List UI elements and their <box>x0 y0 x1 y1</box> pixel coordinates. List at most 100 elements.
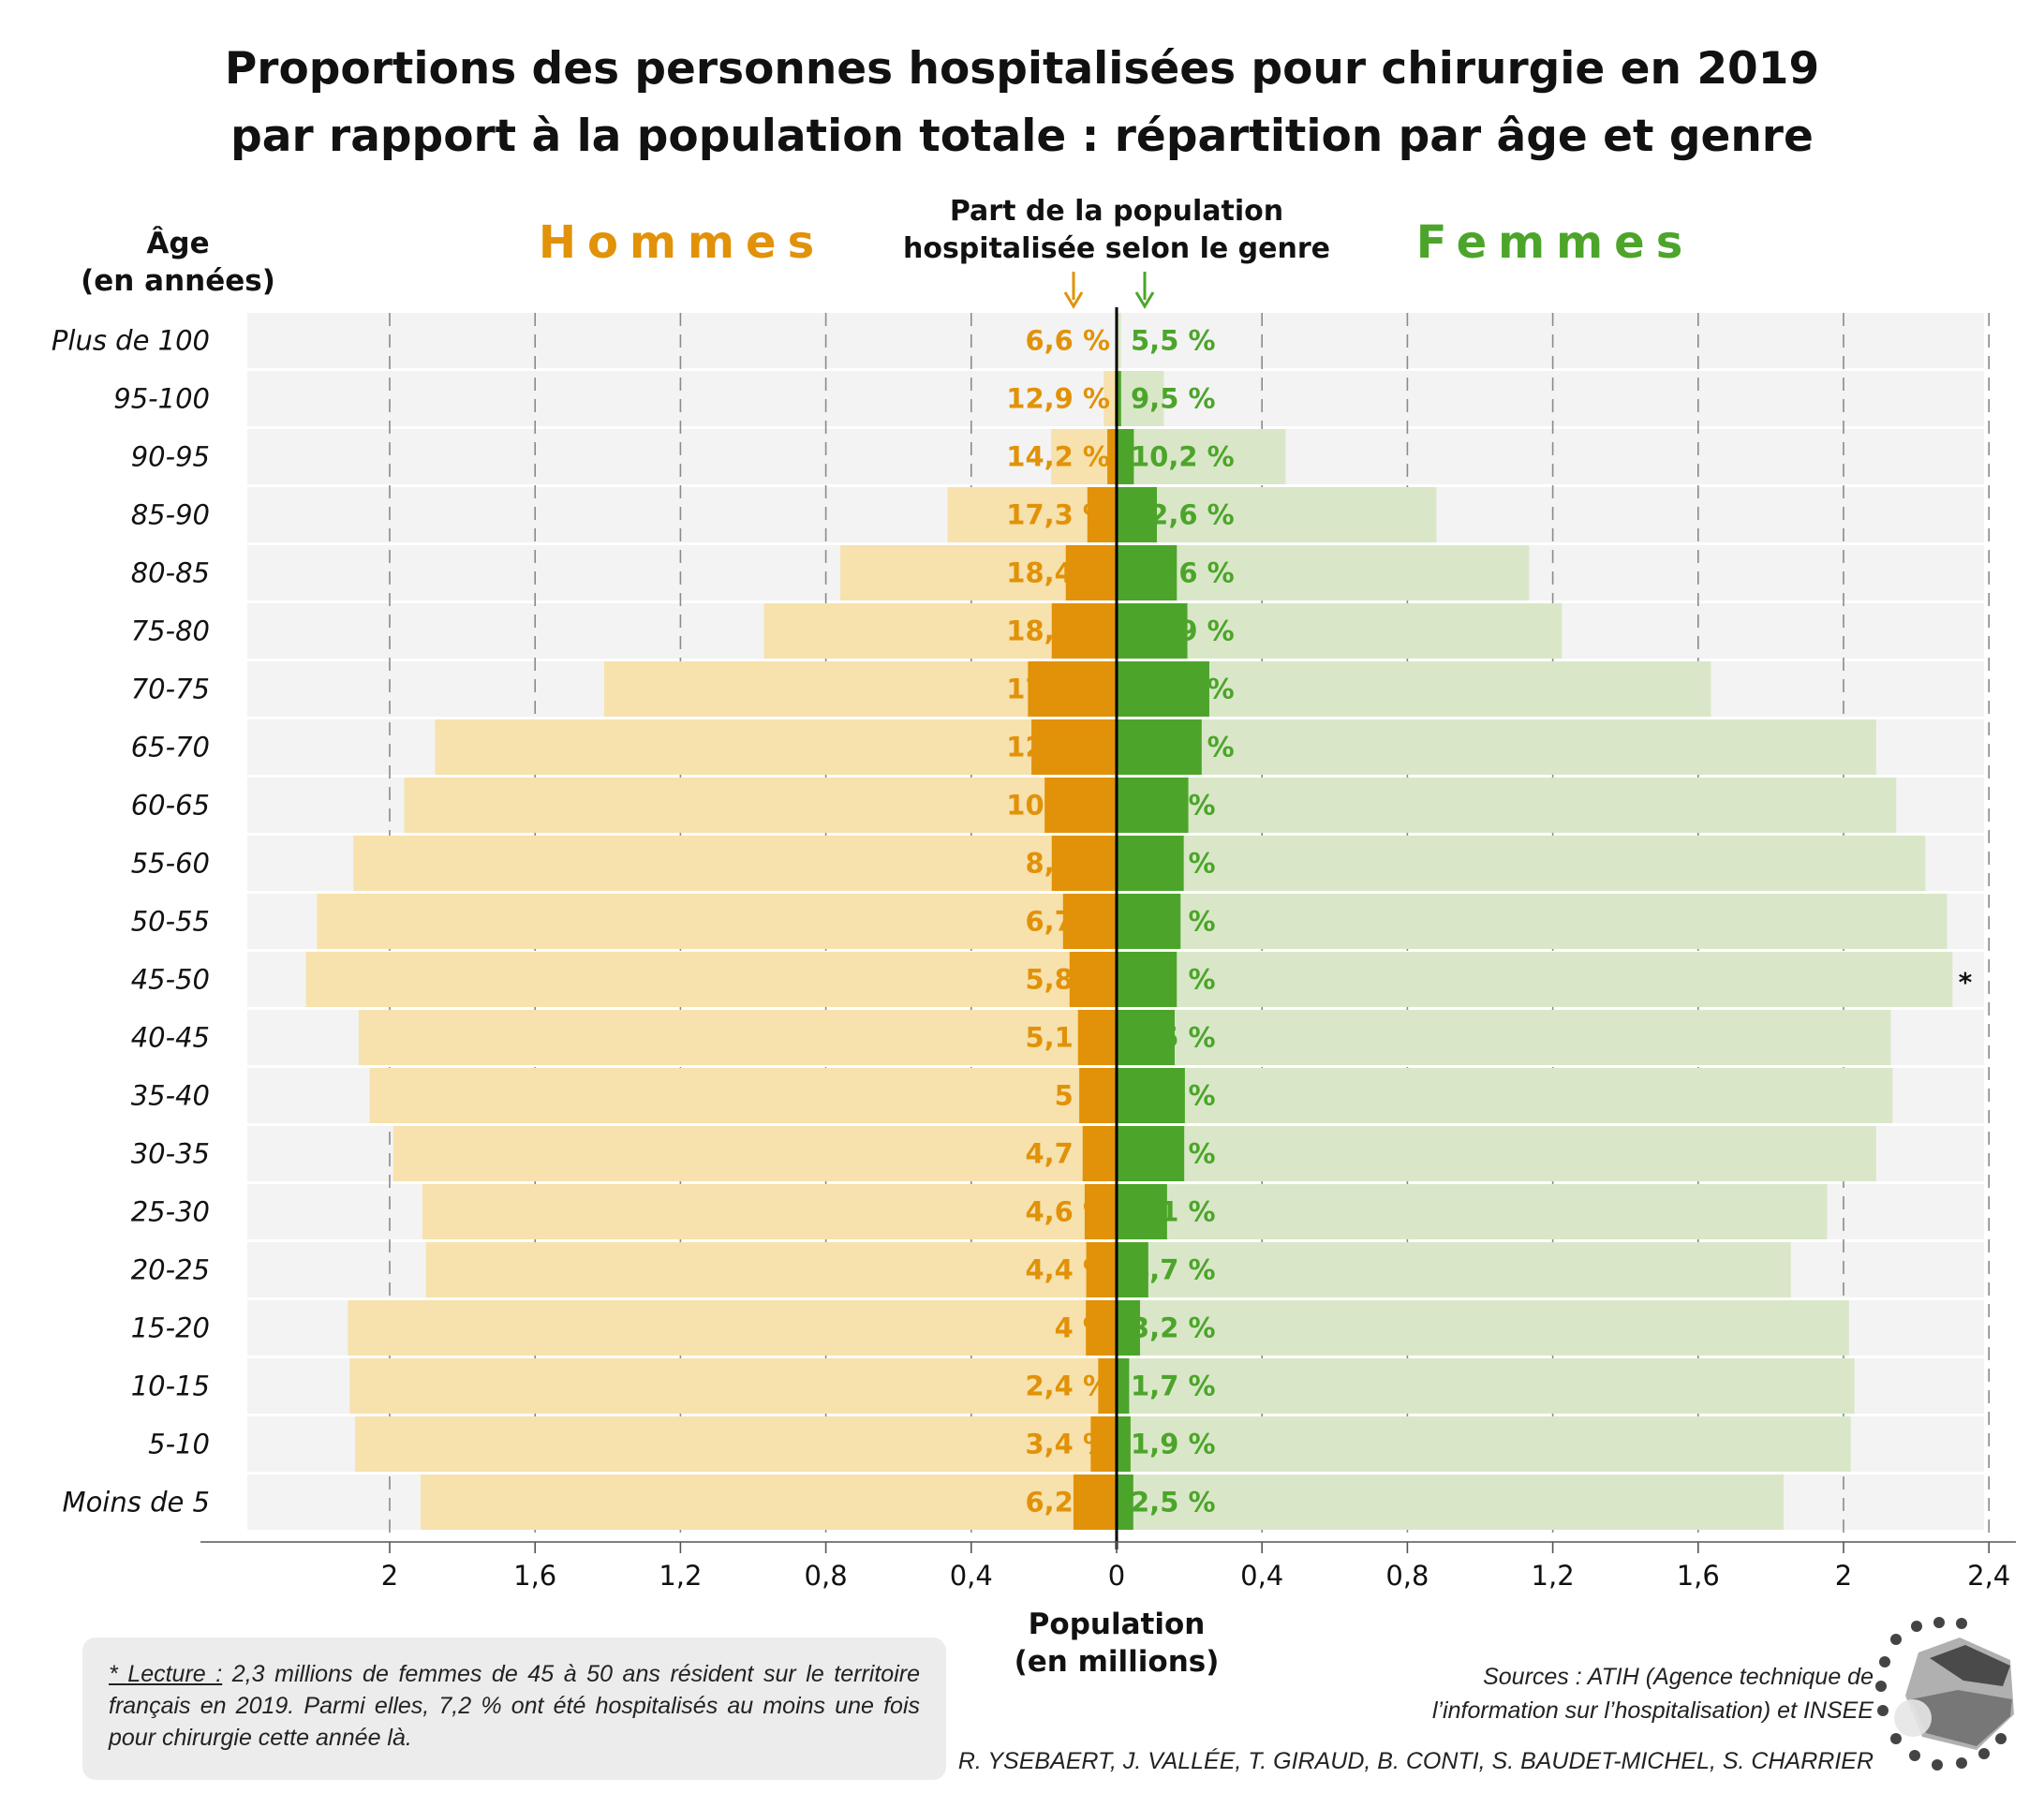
women-population-bar <box>1117 1300 1849 1356</box>
x-tick-label: 0,4 <box>950 1560 993 1592</box>
age-category-label: 70-75 <box>131 674 210 705</box>
women-share-label: 8,8 % <box>1131 1080 1216 1112</box>
age-category-label: 95-100 <box>113 383 210 415</box>
age-category-label: 85-90 <box>131 499 210 531</box>
women-hospitalized-bar <box>1117 952 1178 1007</box>
men-share-label: 12,9 % <box>1006 383 1110 415</box>
men-population-bar <box>353 836 1117 891</box>
men-hospitalized-bar <box>1086 1242 1117 1297</box>
men-hospitalized-bar <box>1062 894 1117 949</box>
age-category-label: 5-10 <box>148 1429 210 1460</box>
men-population-bar <box>393 1126 1117 1181</box>
share-header-1: Part de la population <box>950 195 1283 228</box>
x-tick-label: 0,4 <box>1240 1560 1283 1592</box>
women-population-bar <box>1117 545 1530 600</box>
women-share-label: 2,5 % <box>1131 1487 1216 1519</box>
men-hospitalized-bar <box>1084 1184 1117 1239</box>
men-population-bar <box>1103 371 1117 426</box>
men-hospitalized-bar <box>1079 1068 1117 1123</box>
men-population-bar <box>348 1300 1117 1356</box>
men-share-label: 4,7 % <box>1025 1138 1110 1170</box>
age-category-label: 15-20 <box>131 1312 210 1344</box>
title-line-2: par rapport à la population totale : rép… <box>230 111 1814 162</box>
age-category-label: 90-95 <box>131 441 210 473</box>
title-line-1: Proportions des personnes hospitalisées … <box>224 43 1820 95</box>
x-tick-label: 0 <box>1108 1560 1125 1592</box>
women-share-label: 15,6 % <box>1131 674 1235 705</box>
women-share-label: 9,5 % <box>1131 383 1216 415</box>
age-category-label: 40-45 <box>131 1022 210 1054</box>
bars <box>305 313 1953 1530</box>
x-tick-label: 0,8 <box>1385 1560 1429 1592</box>
men-hospitalized-bar <box>1031 719 1117 775</box>
women-population-bar <box>1117 1475 1784 1530</box>
age-category-label: 50-55 <box>131 906 210 938</box>
men-share-label: 6,6 % <box>1025 325 1110 357</box>
men-hospitalized-bar <box>1065 545 1117 600</box>
women-hospitalized-bar <box>1117 603 1188 659</box>
women-population-bar <box>1117 894 1948 949</box>
sources: Sources : ATIH (Agence technique de l’in… <box>1432 1660 1874 1727</box>
men-hospitalized-bar <box>1028 661 1117 717</box>
men-hospitalized-bar <box>1087 487 1117 542</box>
women-population-bar <box>1117 1358 1855 1414</box>
women-share-label: 15,9 % <box>1131 615 1235 647</box>
women-share-label: 4,7 % <box>1131 1254 1216 1286</box>
age-category-label: Moins de 5 <box>63 1487 210 1519</box>
reading-note-text: 2,3 millions de femmes de 45 à 50 ans ré… <box>109 1661 920 1751</box>
women-population-bar <box>1117 661 1711 717</box>
women-hospitalized-bar <box>1117 1010 1175 1065</box>
bar-labels: Plus de 100 6,6 % 5,5 % 95-100 12,9 % 9,5 % 90… <box>52 325 1235 1519</box>
chart-title: Proportions des personnes hospitalisées … <box>0 36 2044 170</box>
x-axis-title-1: Population <box>1029 1608 1206 1641</box>
women-share-label: 10,2 % <box>1131 441 1235 473</box>
x-axis-title-2: (en millions) <box>1015 1645 1220 1679</box>
women-share-label: 7,1 % <box>1131 1196 1216 1228</box>
women-hospitalized-bar <box>1117 1300 1141 1356</box>
age-category-label: 30-35 <box>131 1138 210 1170</box>
men-share-label: 5,1 % <box>1025 1022 1110 1054</box>
age-category-label: 10-15 <box>131 1371 210 1402</box>
women-population-bar <box>1117 1068 1893 1123</box>
men-hospitalized-bar <box>1098 1358 1117 1414</box>
x-tick-label: 0,8 <box>805 1560 848 1592</box>
men-share-label: 12,5 % <box>1006 732 1110 763</box>
men-population-bar <box>435 719 1117 775</box>
x-tick-label: 2,4 <box>1967 1560 2010 1592</box>
men-share-label: 4,4 % <box>1025 1254 1110 1286</box>
women-hospitalized-bar <box>1117 545 1178 600</box>
women-population-bar <box>1117 1184 1828 1239</box>
women-population-bar <box>1117 778 1897 833</box>
women-hospitalized-bar <box>1117 1184 1167 1239</box>
men-population-bar <box>355 1416 1117 1472</box>
women-share-label: 9,2 % <box>1131 790 1216 822</box>
women-hospitalized-bar <box>1117 836 1184 891</box>
men-hospitalized-bar <box>1086 1300 1117 1356</box>
women-hospitalized-bar <box>1117 1475 1133 1530</box>
men-share-label: 2,4 % <box>1025 1371 1110 1402</box>
women-population-bar <box>1117 371 1164 426</box>
age-category-label: Plus de 100 <box>52 325 210 357</box>
women-hospitalized-bar <box>1117 371 1121 426</box>
men-hospitalized-bar <box>1073 1475 1117 1530</box>
age-category-label: 25-30 <box>131 1196 210 1228</box>
men-share-label: 8,5 % <box>1025 848 1110 880</box>
women-share-label: 5,5 % <box>1131 325 1216 357</box>
women-hospitalized-bar <box>1117 719 1202 775</box>
men-share-label: 4 % <box>1055 1312 1110 1344</box>
men-arrow-icon <box>1063 272 1084 309</box>
age-category-label: 35-40 <box>131 1080 210 1112</box>
women-arrow-icon <box>1134 272 1155 309</box>
women-hospitalized-bar <box>1117 1358 1130 1414</box>
men-population-bar <box>305 952 1117 1007</box>
women-share-label: 11,2 % <box>1131 732 1235 763</box>
reading-note-label: * Lecture : <box>109 1661 223 1687</box>
women-hospitalized-bar <box>1117 1126 1185 1181</box>
women-share-label: 12,6 % <box>1131 499 1235 531</box>
men-hospitalized-bar <box>1051 836 1117 891</box>
reading-note-asterisk: * <box>1959 967 1973 998</box>
men-hospitalized-bar <box>1069 952 1117 1007</box>
men-population-bar <box>404 778 1117 833</box>
reading-note-box: * Lecture : 2,3 millions de femmes de 45… <box>82 1638 946 1780</box>
